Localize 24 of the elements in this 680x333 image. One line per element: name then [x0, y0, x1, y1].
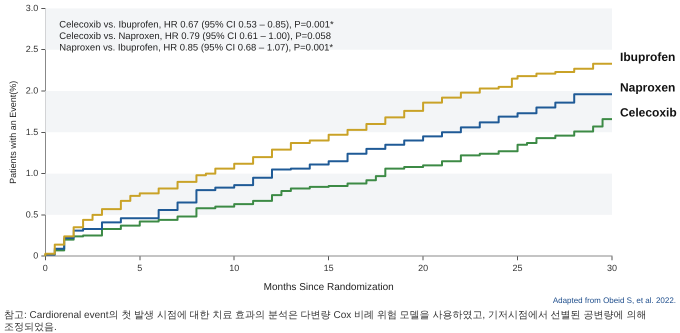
y-tick-label: 0 — [33, 250, 38, 261]
x-tick-label: 15 — [324, 263, 334, 274]
y-tick-label: 3.0 — [26, 2, 38, 13]
annotation: Celecoxib vs. Naproxen, HR 0.79 (95% CI 0.61 – 1.00), P=0.058 — [59, 30, 332, 42]
y-tick-label: 2.0 — [26, 85, 38, 96]
y-tick-label: 1.5 — [26, 126, 38, 137]
y-tick-label: 0.5 — [26, 209, 38, 220]
x-tick-label: 25 — [512, 263, 523, 274]
x-tick-label: 10 — [229, 263, 240, 274]
y-axis-title: Patients with an Event(%) — [8, 80, 18, 184]
x-tick-label: 20 — [418, 263, 428, 274]
y-tick-label: 1.0 — [26, 168, 38, 178]
x-tick-label: 0 — [42, 263, 48, 274]
text: 참고: Cardiorenal event의 첫 발생 시점에 대한 치료 효과의 분석은 다변량 Cox 비례 위험 모델을 사용하였고, 기저시점에서 선별된 공변량에 의해 조정되었음. — [4, 310, 646, 333]
series-label: Celecoxib — [620, 105, 677, 120]
series-label: Ibuprofen — [620, 50, 676, 64]
text: Adapted from Obeid S, et al. 2022. — [552, 296, 676, 305]
x-axis-title: Months Since Randomization — [264, 282, 394, 293]
annotation: Naproxen vs. Ibuprofen, HR 0.85 (95% CI 0.68 – 1.07), P=0.001* — [59, 42, 334, 54]
series-label: Naproxen — [620, 80, 676, 95]
x-tick-label: 5 — [137, 263, 142, 274]
x-tick-label: 30 — [606, 263, 618, 274]
y-tick-label: 2.5 — [26, 44, 38, 54]
annotation: Celecoxib vs. Ibuprofen, HR 0.67 (95% CI 0.53 – 0.85), P=0.001* — [59, 19, 334, 30]
